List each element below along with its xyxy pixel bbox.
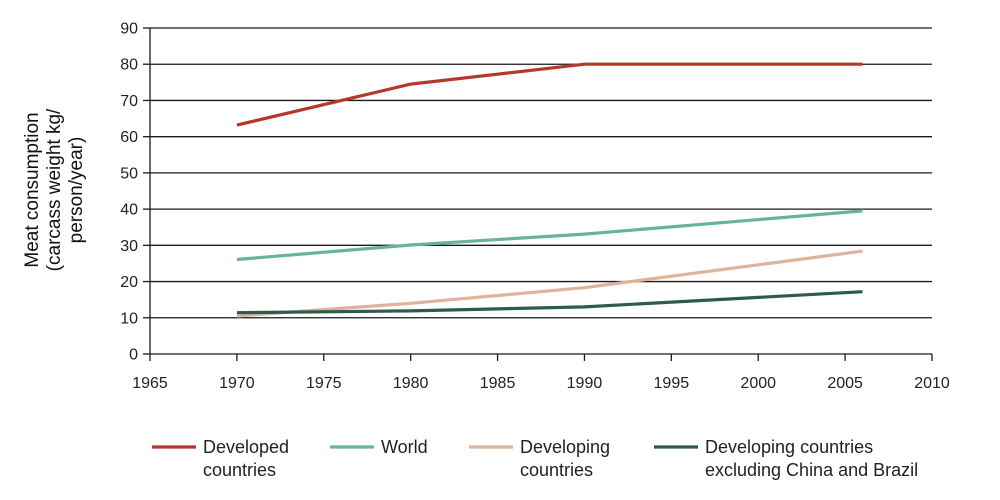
y-tick-label: 50 — [120, 165, 138, 182]
y-tick-label: 90 — [120, 21, 138, 38]
axes — [149, 28, 932, 355]
legend-label: countries — [520, 460, 593, 480]
y-tick-label: 0 — [129, 347, 138, 364]
legend-item: Developing countries — [469, 437, 610, 480]
x-tick-label: 1980 — [393, 375, 429, 392]
x-tick-label: 1995 — [654, 375, 690, 392]
x-tick-label: 1990 — [567, 375, 603, 392]
x-tick-label: 2000 — [740, 375, 776, 392]
x-tick-label: 1970 — [219, 375, 255, 392]
grid-lines — [150, 27, 932, 319]
legend-label: Developed — [203, 437, 289, 457]
legend-label: excluding China and Brazil — [705, 460, 918, 480]
legend-item: World — [330, 437, 428, 457]
y-tick-label: 10 — [120, 310, 138, 327]
legend-item: Developed countries — [152, 437, 289, 480]
x-tick-label: 2010 — [914, 375, 950, 392]
x-tick-label: 1985 — [480, 375, 516, 392]
y-tick-label: 40 — [120, 202, 138, 219]
legend-label: countries — [203, 460, 276, 480]
series-line-2 — [236, 209, 863, 262]
legend-item: Developing countries excluding China and … — [654, 437, 918, 480]
legend: Developed countries World Developing countri… — [152, 437, 918, 480]
y-axis-title-line: (carcass weight kg/ — [44, 108, 65, 271]
series-line-4 — [236, 290, 863, 315]
x-axis-ticks: 1965 1970 1975 1980 1985 1990 1995 2000 2005 2010 — [132, 354, 950, 392]
series-lines — [236, 62, 863, 318]
legend-label: Developing countries — [705, 437, 873, 457]
y-tick-label: 70 — [120, 93, 138, 110]
legend-label: World — [381, 437, 428, 457]
y-tick-label: 30 — [120, 238, 138, 255]
y-axis-title: Meat consumption(carcass weight kg/perso… — [22, 108, 87, 271]
legend-label: Developing — [520, 437, 610, 457]
x-tick-label: 1975 — [306, 375, 342, 392]
y-axis-title-line: person/year) — [66, 137, 87, 244]
y-tick-label: 20 — [120, 274, 138, 291]
x-tick-label: 1965 — [132, 375, 168, 392]
y-tick-label: 80 — [120, 57, 138, 74]
y-axis-title-line: Meat consumption — [22, 112, 43, 267]
series-line-1 — [236, 62, 863, 127]
series-line-3 — [236, 249, 863, 318]
x-tick-label: 2005 — [827, 375, 863, 392]
y-tick-label: 60 — [120, 129, 138, 146]
y-axis-ticks: 0 10 20 30 40 50 60 70 80 90 — [120, 21, 150, 364]
